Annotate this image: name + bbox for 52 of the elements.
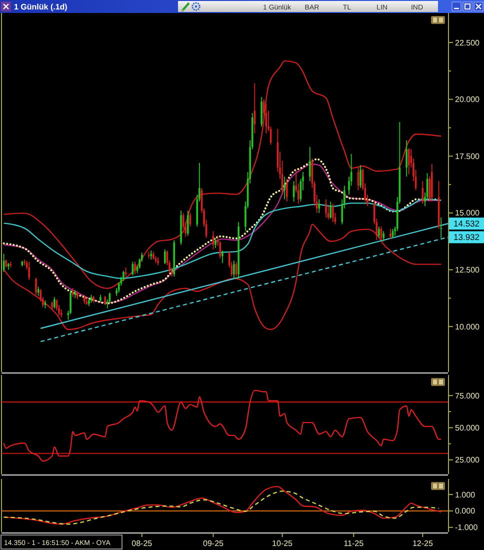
y-tick-label: 75.000 xyxy=(455,391,480,400)
line-series xyxy=(3,60,442,289)
candlestick xyxy=(122,270,124,282)
line-series xyxy=(3,390,442,462)
candlestick xyxy=(360,164,362,188)
candlestick xyxy=(284,176,286,200)
candlestick xyxy=(214,237,216,249)
y-tick-label: 15.000 xyxy=(455,208,480,218)
x-tick-label: 12-25 xyxy=(412,539,434,548)
candlestick xyxy=(286,178,288,202)
candlestick xyxy=(309,146,311,182)
candlestick xyxy=(233,260,235,280)
y-tick-label: 25.000 xyxy=(455,456,480,465)
candlestick xyxy=(408,148,410,175)
candlestick xyxy=(222,250,224,264)
candlestick xyxy=(332,203,334,222)
y-tick-label: 50.000 xyxy=(455,424,480,433)
chart-title: 1 Günlük (.1d) xyxy=(14,2,68,12)
y-tick-label: 10.000 xyxy=(455,322,480,332)
candlestick xyxy=(406,140,408,178)
candlestick xyxy=(382,230,384,242)
y-tick-label: 0.000 xyxy=(455,506,476,516)
y-tick-label: 12.500 xyxy=(455,266,480,275)
y-tick-label: 17.500 xyxy=(455,152,480,161)
y-tick-label: -1.000 xyxy=(455,523,478,532)
candlestick xyxy=(260,96,262,128)
candlestick xyxy=(104,295,106,306)
candlestick xyxy=(54,296,56,309)
candlestick xyxy=(28,261,30,280)
y-tick-label: 20.000 xyxy=(455,95,480,104)
candlestick xyxy=(134,261,136,275)
candlestick xyxy=(24,259,26,266)
annotation: 13.932 xyxy=(454,232,480,242)
candlestick xyxy=(390,228,392,240)
candlestick xyxy=(83,294,86,304)
annotation: 14.532 xyxy=(454,218,480,229)
x-tick-label: 08-25 xyxy=(132,539,153,548)
y-tick-label: 22.500 xyxy=(455,38,480,48)
y-tick-label: 1.000 xyxy=(455,490,476,500)
candlestick xyxy=(378,226,380,238)
candlestick xyxy=(318,198,320,214)
candlestick xyxy=(187,210,189,236)
candlestick xyxy=(440,217,442,238)
x-tick-label: 09-25 xyxy=(203,539,224,548)
x-tick-label: 10-25 xyxy=(272,539,294,548)
candlestick xyxy=(164,248,166,265)
candlestick xyxy=(330,201,332,220)
candlestick xyxy=(35,277,37,296)
candlestick xyxy=(150,250,152,260)
candlestick xyxy=(325,198,327,218)
x-tick-label: 11-25 xyxy=(344,539,364,548)
candlestick xyxy=(124,267,127,278)
